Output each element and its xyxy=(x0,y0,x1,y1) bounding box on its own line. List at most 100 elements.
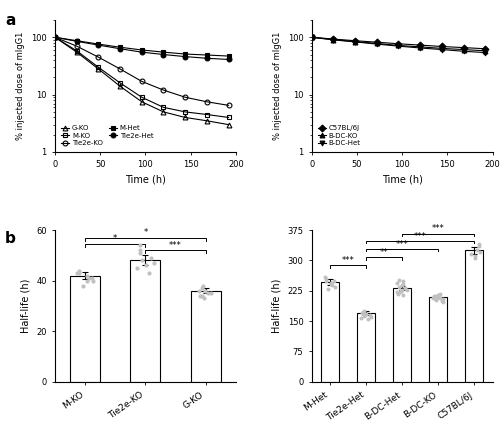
B-DC-Het xyxy=(352,39,358,44)
Point xyxy=(394,289,402,296)
Point xyxy=(357,314,365,321)
B-DC-KO xyxy=(482,48,488,53)
B-DC-Het xyxy=(460,48,466,54)
G-KO xyxy=(96,66,102,71)
M-KO xyxy=(139,95,145,100)
B-DC-KO xyxy=(308,35,314,40)
M-Het xyxy=(117,44,123,50)
Line: C57BL/6J: C57BL/6J xyxy=(310,35,488,51)
Point xyxy=(438,296,446,303)
B-DC-Het xyxy=(374,41,380,47)
Point xyxy=(138,257,146,264)
G-KO xyxy=(74,49,80,55)
C57BL/6J xyxy=(482,46,488,52)
Tie2e-KO xyxy=(139,79,145,84)
M-KO xyxy=(96,64,102,70)
Tie2e-Het xyxy=(160,52,166,57)
Point xyxy=(359,311,367,318)
Tie2e-KO xyxy=(96,55,102,60)
Point xyxy=(429,294,437,301)
Point xyxy=(432,293,440,300)
Point xyxy=(73,270,81,277)
C57BL/6J xyxy=(417,43,423,48)
Point xyxy=(136,249,144,256)
Point xyxy=(476,249,484,256)
Tie2e-KO xyxy=(117,66,123,71)
Point xyxy=(398,286,406,293)
Tie2e-Het xyxy=(74,39,80,44)
Tie2e-KO xyxy=(226,103,232,108)
B-DC-KO xyxy=(417,44,423,50)
Y-axis label: Half-life (h): Half-life (h) xyxy=(20,279,30,333)
Legend: C57BL/6J, B-DC-KO, B-DC-Het: C57BL/6J, B-DC-KO, B-DC-Het xyxy=(317,124,362,147)
Legend: G-KO, M-KO, Tie2e-KO, M-Het, Tie2e-Het: G-KO, M-KO, Tie2e-KO, M-Het, Tie2e-Het xyxy=(60,124,154,147)
Point xyxy=(474,247,482,254)
Point xyxy=(200,295,208,302)
Point xyxy=(430,292,438,299)
G-KO xyxy=(139,99,145,104)
G-KO xyxy=(182,115,188,120)
Point xyxy=(366,312,374,319)
M-KO xyxy=(74,48,80,53)
Point xyxy=(394,290,402,297)
G-KO xyxy=(226,122,232,127)
Point xyxy=(436,294,444,301)
Text: a: a xyxy=(5,13,15,28)
Point xyxy=(136,247,143,254)
Point xyxy=(88,274,96,281)
Point xyxy=(142,262,150,269)
Point xyxy=(330,283,338,290)
Point xyxy=(401,284,409,291)
M-Het xyxy=(204,52,210,58)
Point xyxy=(432,295,440,302)
Tie2e-Het xyxy=(226,57,232,62)
Point xyxy=(358,308,366,315)
Point xyxy=(148,254,156,262)
B-DC-Het xyxy=(308,35,314,40)
Bar xyxy=(321,282,339,382)
M-Het xyxy=(52,35,58,40)
Point xyxy=(321,273,329,280)
M-KO xyxy=(226,115,232,120)
M-Het xyxy=(74,38,80,44)
B-DC-Het xyxy=(330,37,336,43)
Tie2e-KO xyxy=(182,95,188,100)
Point xyxy=(367,313,375,320)
Point xyxy=(364,316,372,323)
Tie2e-Het xyxy=(117,46,123,52)
Point xyxy=(322,275,330,282)
Bar xyxy=(429,297,448,382)
Point xyxy=(396,289,404,296)
B-DC-Het xyxy=(439,47,445,52)
C57BL/6J xyxy=(308,35,314,40)
B-DC-KO xyxy=(374,41,380,46)
Point xyxy=(327,279,335,286)
Point xyxy=(150,259,158,266)
Text: b: b xyxy=(5,231,16,246)
Tie2e-KO xyxy=(160,87,166,93)
Y-axis label: % injected dose of mIgG1: % injected dose of mIgG1 xyxy=(16,32,26,140)
M-Het xyxy=(96,41,102,47)
C57BL/6J xyxy=(352,38,358,44)
Tie2e-Het xyxy=(52,35,58,40)
B-DC-Het xyxy=(482,50,488,55)
Point xyxy=(322,277,330,284)
Point xyxy=(358,309,366,317)
M-Het xyxy=(182,52,188,57)
Line: B-DC-Het: B-DC-Het xyxy=(310,35,488,55)
Bar xyxy=(466,250,483,382)
Point xyxy=(90,277,98,284)
Point xyxy=(398,282,406,289)
Tie2e-KO xyxy=(74,44,80,49)
Point xyxy=(328,281,336,288)
M-Het xyxy=(226,53,232,59)
Point xyxy=(83,277,91,284)
Point xyxy=(75,267,83,274)
B-DC-Het xyxy=(396,44,402,49)
Bar xyxy=(190,291,220,382)
Point xyxy=(434,293,442,301)
Point xyxy=(204,290,212,297)
Point xyxy=(403,287,411,294)
Tie2e-Het xyxy=(182,54,188,59)
Point xyxy=(198,292,206,299)
